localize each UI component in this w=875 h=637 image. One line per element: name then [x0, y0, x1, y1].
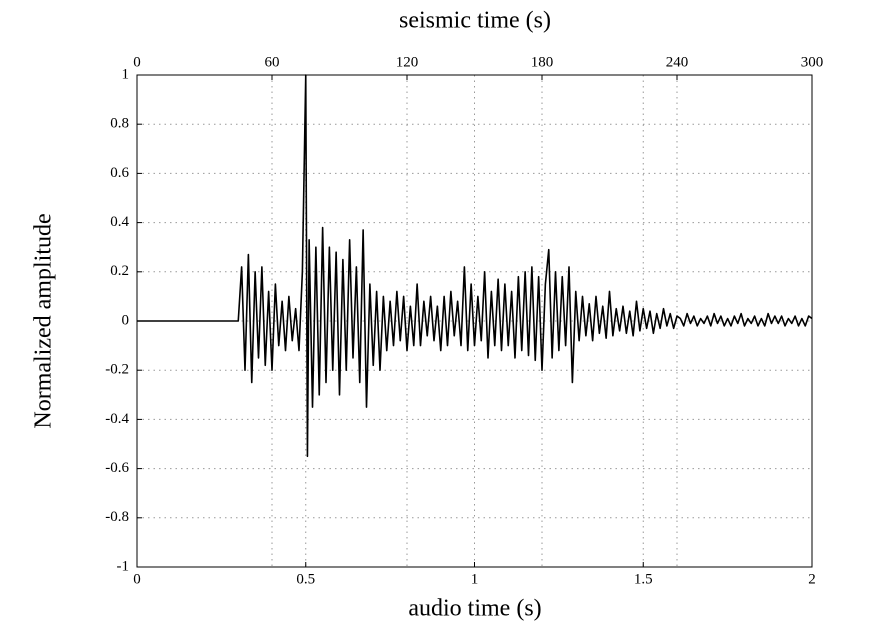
y-axis-label: Normalized amplitude	[31, 213, 57, 428]
top-tick-label: 60	[265, 54, 280, 70]
y-tick-label: -0.8	[105, 509, 129, 525]
x-tick-label: 0	[133, 571, 141, 587]
y-tick-label: 0.8	[110, 116, 129, 132]
y-tick-label: 0.6	[110, 165, 129, 181]
top-tick-label: 0	[133, 54, 141, 70]
y-tick-label: 1	[122, 66, 130, 82]
x-tick-label: 1	[471, 571, 479, 587]
waveform	[137, 74, 813, 458]
top-tick-label: 240	[666, 54, 689, 70]
y-tick-label: -0.6	[105, 460, 129, 476]
top-tick-label: 180	[531, 54, 554, 70]
x-tick-label: 1.5	[634, 571, 653, 587]
y-tick-label: -1	[117, 558, 130, 574]
top-tick-label: 300	[801, 54, 824, 70]
y-tick-label: -0.2	[105, 362, 129, 378]
top-tick-label: 120	[396, 54, 419, 70]
chart-title: seismic time (s)	[399, 8, 551, 34]
x-tick-label: 2	[808, 571, 816, 587]
y-tick-label: -0.4	[105, 411, 129, 427]
x-tick-label: 0.5	[296, 571, 315, 587]
y-tick-label: 0.2	[110, 263, 129, 279]
y-tick-label: 0	[122, 312, 130, 328]
x-axis-label: audio time (s)	[408, 596, 541, 622]
y-tick-label: 0.4	[110, 214, 129, 230]
